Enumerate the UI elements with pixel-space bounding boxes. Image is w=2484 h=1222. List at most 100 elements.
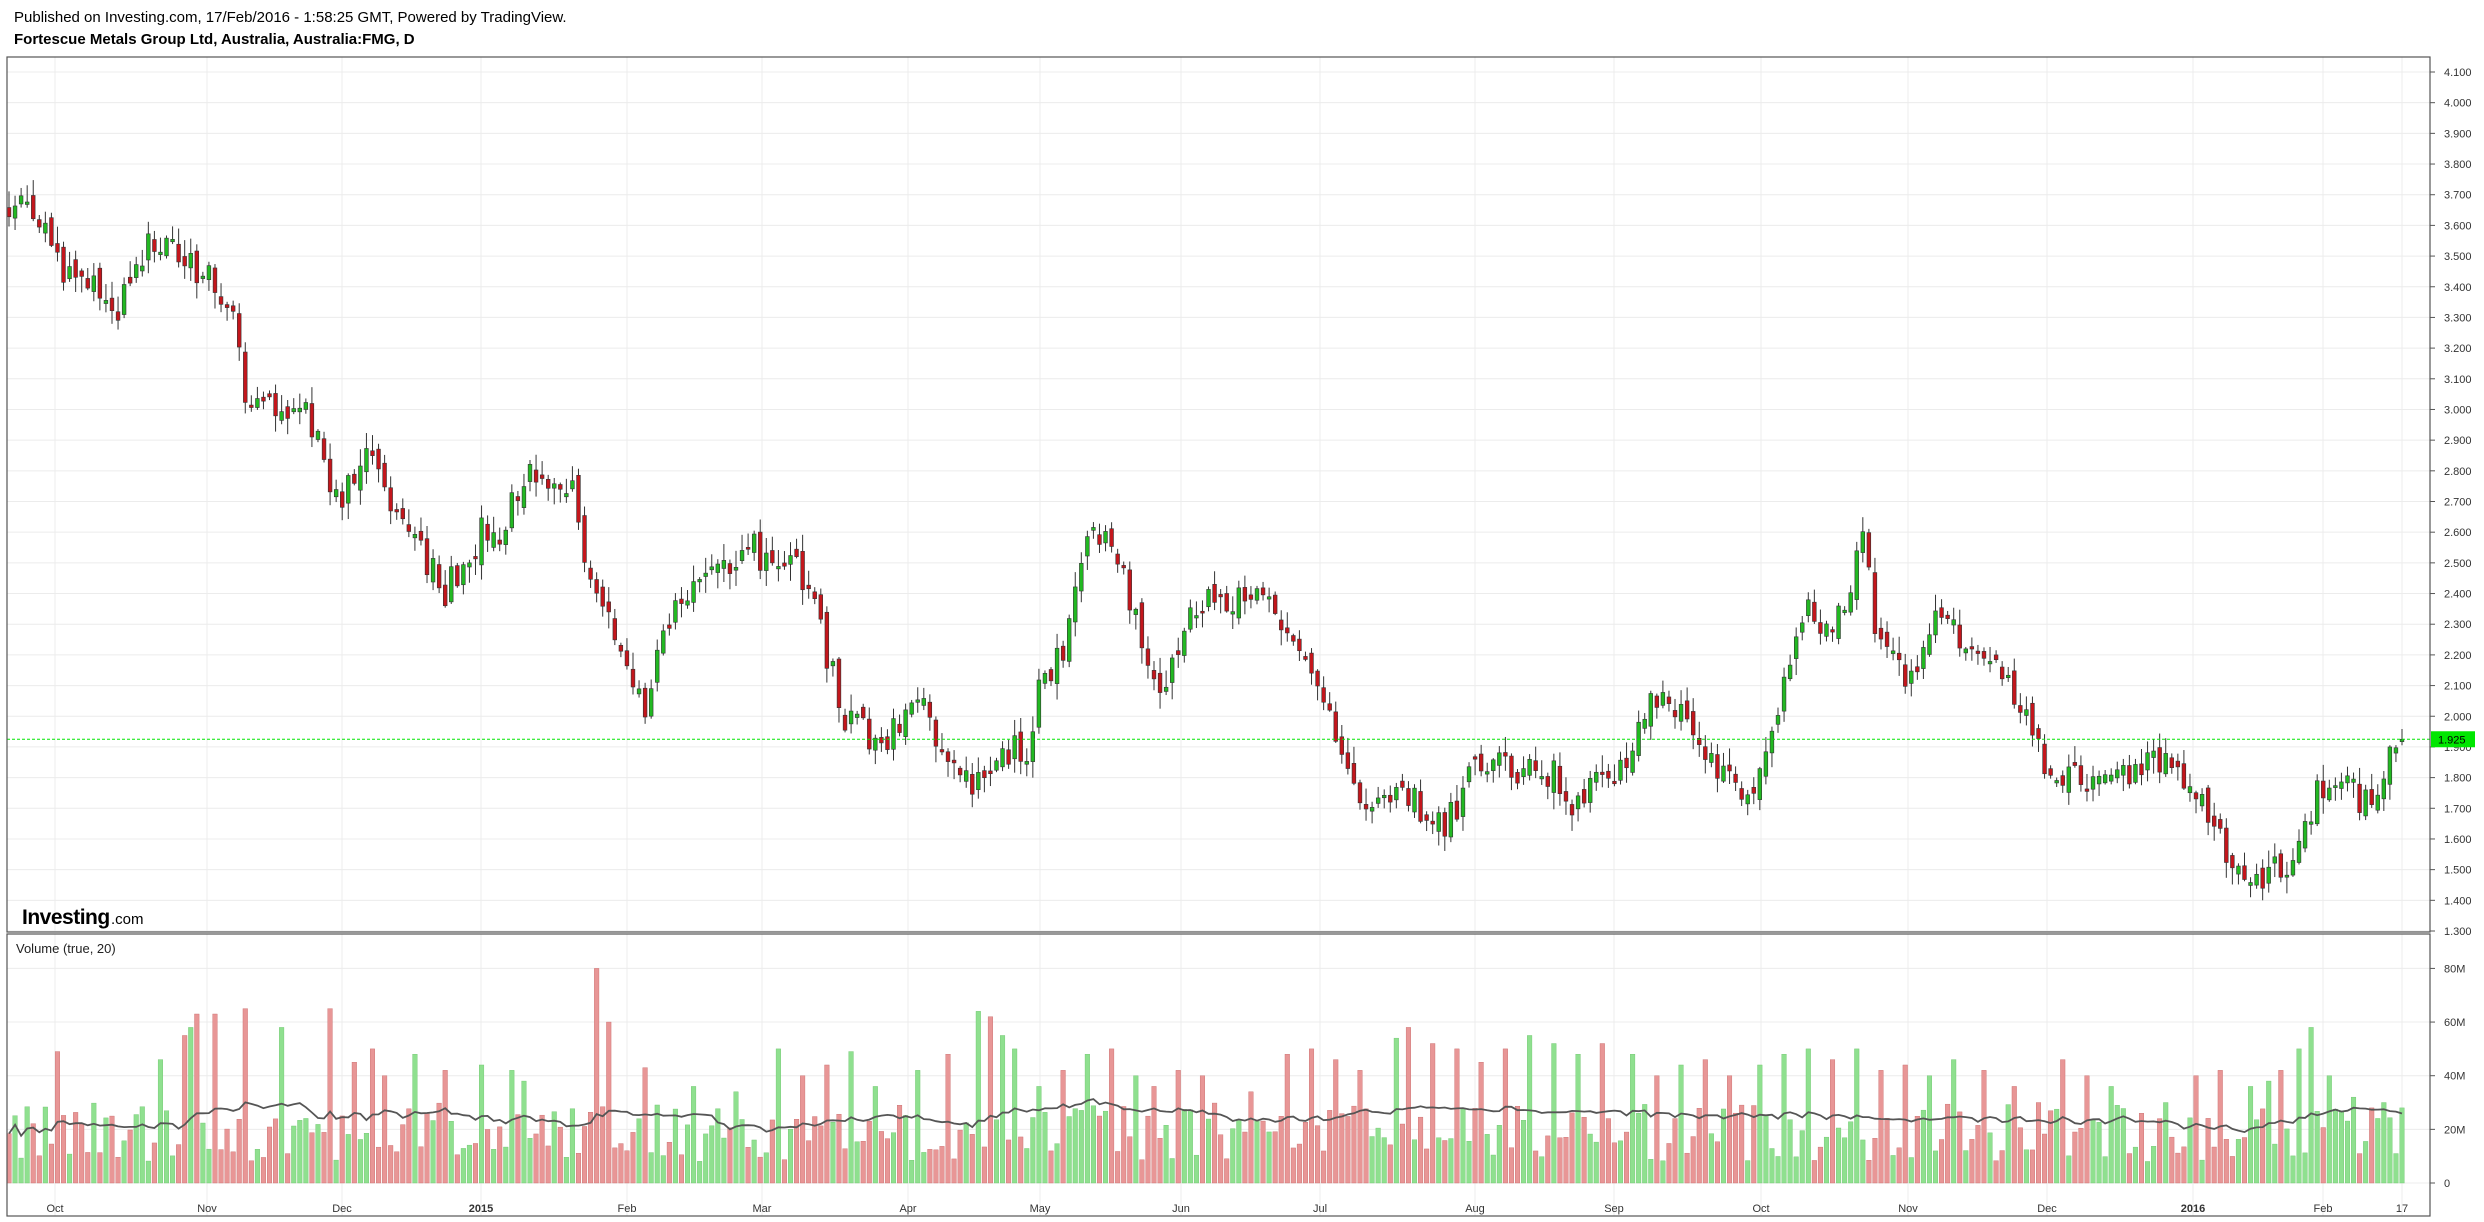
candle-body <box>473 556 478 560</box>
volume-bar <box>818 1125 824 1184</box>
candle-body <box>243 351 248 403</box>
candle-body <box>2351 778 2356 783</box>
candle-body <box>1963 648 1968 654</box>
candle-body <box>539 474 545 479</box>
candle-body <box>1394 787 1399 801</box>
candle-body <box>521 486 527 508</box>
volume-bar <box>545 1145 551 1184</box>
candle-body <box>782 562 787 567</box>
volume-bar <box>2145 1161 2151 1184</box>
candle-body <box>109 297 115 312</box>
volume-bar <box>830 1122 836 1184</box>
candle-body <box>1406 788 1411 806</box>
candle-body <box>945 751 951 762</box>
volume-bar <box>1254 1120 1260 1184</box>
candle-body <box>739 550 745 561</box>
volume-bar <box>1666 1143 1672 1184</box>
volume-bar <box>1424 1148 1430 1184</box>
volume-bar <box>1103 1110 1109 1184</box>
candle-body <box>2254 873 2259 886</box>
candle-body <box>1333 711 1338 742</box>
candle-body <box>1836 605 1841 639</box>
volume-bar <box>1539 1156 1545 1184</box>
volume-bar <box>1581 1117 1587 1184</box>
candle-body <box>2218 819 2223 829</box>
volume-bar <box>1066 1116 1072 1184</box>
volume-bar <box>1599 1043 1605 1184</box>
volume-bar <box>2066 1155 2072 1184</box>
volume-bar <box>2138 1113 2144 1184</box>
volume-bar <box>1769 1148 1775 1184</box>
volume-bar <box>733 1091 739 1184</box>
candle-body <box>515 496 521 501</box>
candle-body <box>2284 874 2290 878</box>
volume-bar <box>297 1120 303 1184</box>
candle-body <box>636 688 642 695</box>
candle-body <box>176 243 181 263</box>
volume-bar <box>1442 1140 1448 1184</box>
volume-bar <box>448 1121 454 1184</box>
price-tick-label: 2.400 <box>2444 589 2472 601</box>
volume-bar <box>1817 1146 1823 1184</box>
candle-body <box>1442 812 1447 837</box>
volume-bar <box>1024 1148 1030 1184</box>
candle-body <box>1351 763 1357 784</box>
candle-body <box>582 515 587 563</box>
volume-bar <box>1569 1112 1575 1184</box>
candle-body <box>2296 840 2302 863</box>
candle-body <box>1345 752 1351 769</box>
candle-body <box>854 713 860 718</box>
volume-bar <box>575 1153 581 1184</box>
volume-bar <box>642 1067 648 1184</box>
candle-body <box>1478 753 1484 772</box>
volume-bar <box>206 1148 212 1184</box>
time-tick-label: Nov <box>197 1203 217 1215</box>
volume-bar <box>157 1059 163 1184</box>
volume-bar <box>2223 1139 2229 1184</box>
candle-body <box>606 601 611 613</box>
candle-body <box>624 650 630 667</box>
candle-body <box>1085 536 1090 557</box>
volume-bar <box>97 1152 103 1184</box>
volume-bar <box>1466 1141 1472 1184</box>
price-tick-label: 3.100 <box>2444 374 2472 386</box>
price-tick-label: 1.800 <box>2444 773 2472 785</box>
volume-bar <box>1169 1158 1175 1184</box>
volume-bar <box>2338 1110 2344 1184</box>
volume-bar <box>1884 1117 1890 1184</box>
candle-body <box>1999 666 2005 680</box>
volume-bar <box>2375 1118 2381 1184</box>
candle-body <box>733 567 739 571</box>
price-tick-label: 3.400 <box>2444 282 2472 294</box>
candle-body <box>18 195 24 205</box>
volume-bar <box>242 1008 248 1184</box>
volume-bar <box>91 1102 97 1184</box>
volume-bar <box>763 1152 769 1184</box>
candle-body <box>1079 563 1084 592</box>
volume-bar <box>612 1147 618 1184</box>
volume-bar <box>2363 1141 2369 1184</box>
volume-bar <box>1096 1115 1102 1184</box>
candle-body <box>388 487 393 512</box>
candle-body <box>885 736 890 750</box>
volume-bar <box>1533 1150 1539 1184</box>
candle-body <box>533 469 539 483</box>
volume-bar <box>400 1124 406 1184</box>
volume-bar <box>1339 1113 1345 1184</box>
volume-bar <box>1242 1131 1248 1184</box>
candle-body <box>1151 670 1157 680</box>
candle-body <box>218 296 224 305</box>
candle-body <box>2102 774 2108 784</box>
volume-bar <box>1914 1116 1920 1184</box>
volume-bar <box>2108 1086 2114 1184</box>
candle-body <box>2090 776 2096 790</box>
candle-body <box>1054 647 1060 684</box>
candle-body <box>558 484 563 490</box>
volume-series <box>6 968 2405 1184</box>
volume-bar <box>551 1111 557 1184</box>
volume-bar <box>715 1108 721 1184</box>
volume-bar <box>727 1127 733 1184</box>
candle-body <box>1878 627 1884 640</box>
candle-body <box>1642 718 1647 729</box>
volume-bar <box>2266 1080 2272 1184</box>
